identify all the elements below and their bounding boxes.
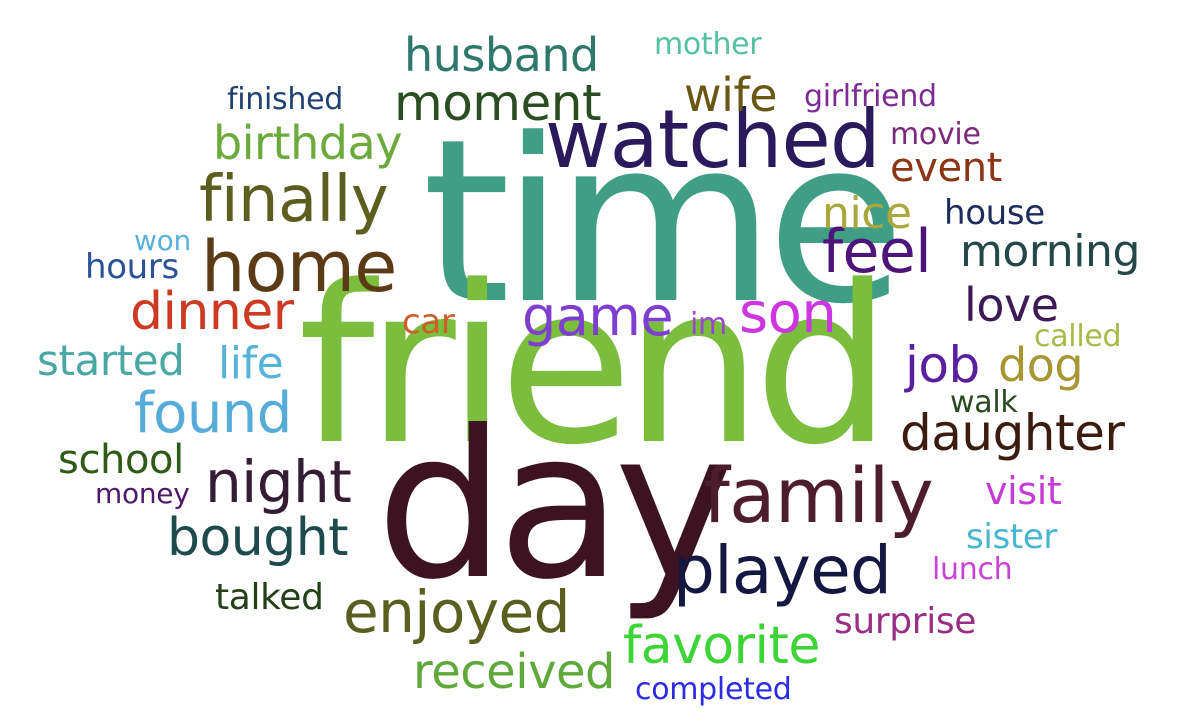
word-favorite: favorite (623, 616, 820, 676)
word-surprise: surprise (834, 601, 977, 642)
word-son: son (739, 281, 837, 346)
word-life: life (218, 338, 284, 389)
word-visit: visit (985, 469, 1062, 513)
word-watched: watched (545, 93, 881, 186)
word-enjoyed: enjoyed (343, 578, 570, 646)
word-daughter: daughter (900, 404, 1125, 462)
word-friend: friend (298, 240, 892, 493)
word-won: won (134, 224, 191, 257)
word-money: money (95, 477, 190, 510)
word-house: house (944, 193, 1045, 233)
word-feel: feel (822, 217, 932, 287)
word-started: started (37, 336, 185, 385)
word-event: event (890, 145, 1002, 191)
word-mother: mother (654, 27, 762, 62)
word-dog: dog (998, 338, 1084, 392)
word-dinner: dinner (130, 282, 294, 342)
word-school: school (58, 437, 184, 483)
word-car: car (402, 302, 455, 342)
word-called: called (1034, 319, 1122, 354)
word-nice: nice (822, 188, 912, 239)
word-walk: walk (950, 385, 1018, 420)
word-sister: sister (966, 517, 1058, 557)
word-bought: bought (167, 508, 349, 568)
word-moment: moment (394, 74, 602, 132)
word-wife: wife (684, 68, 778, 122)
word-night: night (205, 448, 352, 516)
word-talked: talked (215, 577, 324, 618)
word-hours: hours (85, 247, 179, 287)
word-received: received (413, 644, 616, 700)
word-girlfriend: girlfriend (804, 79, 937, 114)
word-job: job (905, 336, 980, 394)
word-finished: finished (227, 82, 343, 117)
word-time: time (422, 91, 905, 354)
word-day: day (376, 388, 735, 625)
word-finally: finally (199, 163, 389, 237)
word-found: found (134, 381, 292, 446)
word-lunch: lunch (932, 552, 1013, 587)
word-completed: completed (635, 672, 792, 707)
word-family: family (703, 451, 934, 540)
word-game: game (522, 285, 674, 348)
word-movie: movie (890, 117, 981, 152)
word-husband: husband (404, 28, 599, 82)
word-birthday: birthday (213, 116, 403, 170)
word-morning: morning (960, 226, 1140, 277)
word-home: home (201, 226, 397, 308)
word-played: played (673, 532, 892, 609)
word-im: im (690, 307, 727, 342)
word-love: love (964, 278, 1059, 332)
